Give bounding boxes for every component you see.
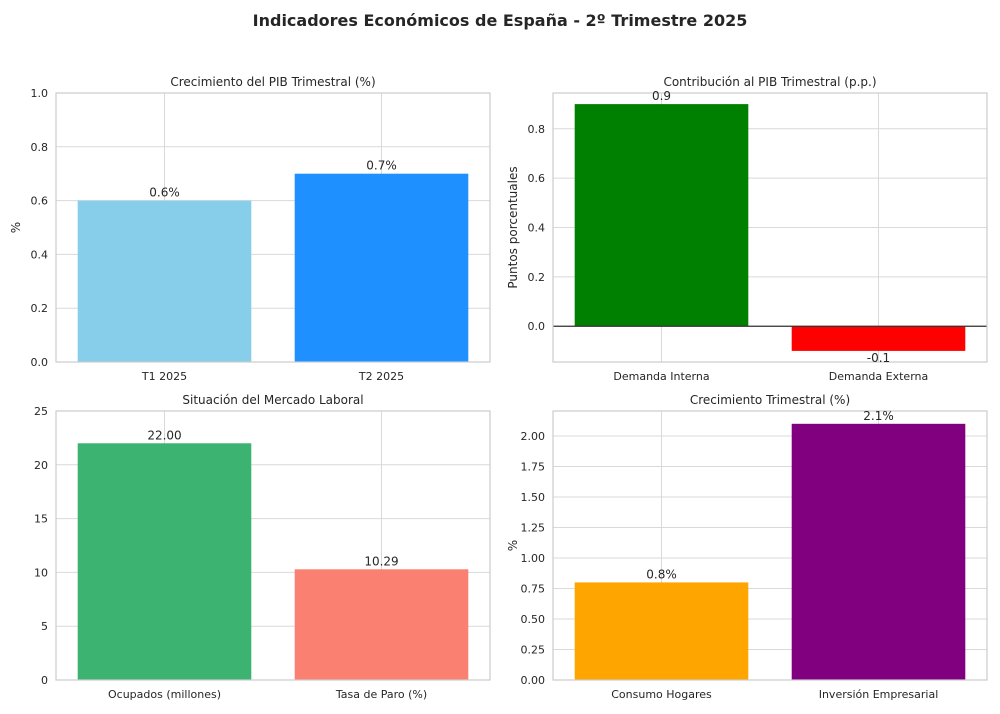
bar-inversi-n-empresarial [791,423,966,680]
y-tick-label: 0.75 [521,583,546,596]
axes-frame [55,92,491,363]
panel-title: Situación del Mercado Laboral [182,393,363,407]
y-tick-label: 0.8 [31,141,49,154]
axes-frame [55,410,491,681]
x-tick-label: Tasa de Paro (%) [335,688,427,701]
y-tick-label: 1.50 [521,491,546,504]
bar-t2-2025 [294,173,469,362]
y-tick-label: 1.0 [31,87,49,100]
data-label: 0.8% [646,567,677,581]
y-axis-label: Puntos porcentuales [506,166,520,288]
bar-ocupados-millones- [77,443,252,680]
y-tick-label: 20 [34,459,48,472]
y-tick-label: 0.6 [31,195,49,208]
x-tick-label: T2 2025 [358,370,404,383]
y-tick-label: 0 [41,674,48,687]
y-tick-label: 15 [34,513,48,526]
figure-title: Indicadores Económicos de España - 2º Tr… [252,11,748,30]
y-tick-label: 0.0 [31,356,49,369]
y-tick-label: 1.00 [521,552,546,565]
y-tick-label: 0.00 [521,674,546,687]
data-label: 0.7% [366,159,397,173]
data-label: 0.9 [652,89,671,103]
chart-panel-quarterly-growth: 0.8% 2.1% 0.00 0.25 0.50 0.75 1.00 1.25 1.50 1.75… [506,393,988,701]
y-tick-label: 1.25 [521,522,546,535]
data-label: 0.6% [149,186,180,200]
y-tick-label: 1.75 [521,461,546,474]
panel-title: Crecimiento del PIB Trimestral (%) [170,75,375,89]
bar-t1-2025 [77,200,252,362]
data-label: 10.29 [364,554,398,568]
panel-title: Contribución al PIB Trimestral (p.p.) [663,75,876,89]
y-tick-label: 10 [34,566,48,579]
axes-frame [552,410,988,681]
x-tick-label: Ocupados (millones) [108,688,221,701]
panel-title: Crecimiento Trimestral (%) [690,393,850,407]
axes-frame [552,92,988,363]
y-tick-label: 0.4 [528,222,546,235]
y-axis-label: % [9,222,23,233]
y-tick-label: 0.50 [521,613,546,626]
chart-panel-gdp-growth: 0.6% 0.7% 0.0 0.2 0.4 0.6 0.8 1.0 T1 2025 T2 2025… [9,75,491,383]
chart-panel-gdp-contribution: 0.9 -0.1 0.0 0.2 0.4 0.6 0.8 Demanda Interna Dem… [506,75,988,383]
y-tick-label: 0.0 [528,320,546,333]
y-tick-label: 0.6 [528,172,546,185]
x-tick-label: Demanda Externa [829,370,928,383]
y-tick-label: 0.4 [31,248,49,261]
x-tick-label: Demanda Interna [613,370,709,383]
y-tick-label: 25 [34,405,48,418]
bar-demanda-interna [574,104,749,327]
y-tick-label: 0.2 [528,271,546,284]
data-label: -0.1 [867,351,890,365]
y-tick-label: 0.25 [521,644,546,657]
bar-tasa-de-paro- [294,569,469,680]
x-tick-label: Consumo Hogares [611,688,712,701]
data-label: 2.1% [863,409,894,423]
x-tick-label: Inversión Empresarial [819,688,939,701]
y-tick-label: 2.00 [521,430,546,443]
y-tick-label: 0.2 [31,302,49,315]
y-tick-label: 0.8 [528,123,546,136]
y-axis-label: % [506,540,520,551]
bar-consumo-hogares [574,582,749,680]
y-tick-label: 5 [41,620,48,633]
bar-demanda-externa [791,326,966,351]
x-tick-label: T1 2025 [141,370,187,383]
data-label: 22.00 [147,428,181,442]
chart-panel-labour-market: 22.00 10.29 0 5 10 15 20 25 Ocupados (millones) T… [34,393,491,701]
